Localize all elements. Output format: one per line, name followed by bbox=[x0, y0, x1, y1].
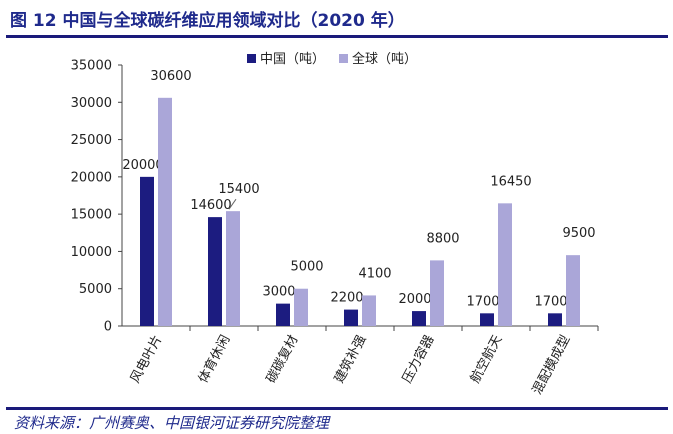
bar-global bbox=[226, 211, 240, 326]
data-label: 1700 bbox=[466, 294, 499, 309]
data-label: 2200 bbox=[330, 291, 363, 306]
y-tick-label: 10000 bbox=[71, 245, 112, 260]
category-label: 航空航天 bbox=[467, 332, 506, 385]
source-note: 资料来源：广州赛奥、中国银河证券研究院整理 bbox=[14, 414, 330, 432]
label-leader-line bbox=[228, 198, 237, 210]
y-tick-label: 35000 bbox=[71, 59, 112, 74]
bar-china bbox=[140, 176, 154, 326]
bar-chart: 0 5000 10000 15000 20000 25000 30000 35000 20000… bbox=[71, 51, 599, 397]
data-label: 5000 bbox=[290, 260, 323, 275]
legend-label: 全球（吨） bbox=[352, 51, 417, 67]
bar-global bbox=[158, 97, 172, 326]
y-tick-label: 0 bbox=[104, 320, 112, 335]
category-label: 压力容器 bbox=[399, 332, 438, 385]
y-tick-label: 30000 bbox=[71, 96, 112, 111]
bar-global bbox=[566, 255, 580, 326]
bar-global bbox=[430, 260, 444, 326]
category-label: 碳碳复材 bbox=[264, 333, 302, 386]
y-tick-label: 20000 bbox=[71, 170, 112, 185]
y-tick-label: 5000 bbox=[79, 282, 112, 297]
data-label: 20000 bbox=[122, 158, 163, 173]
bar-china bbox=[344, 309, 358, 326]
data-label: 16450 bbox=[490, 174, 531, 189]
bar-global bbox=[362, 295, 376, 326]
data-label: 14600 bbox=[190, 198, 231, 213]
figure-title: 图 12 中国与全球碳纤维应用领域对比（2020 年） bbox=[10, 11, 405, 31]
bar-china bbox=[480, 313, 494, 326]
bar-china bbox=[548, 313, 562, 326]
category-label: 建筑补强 bbox=[331, 332, 370, 385]
data-label: 4100 bbox=[358, 266, 391, 281]
data-label: 15400 bbox=[218, 182, 259, 197]
bar-global bbox=[498, 203, 512, 326]
category-label: 风电叶片 bbox=[128, 333, 166, 386]
y-tick-label: 15000 bbox=[71, 208, 112, 223]
legend-label: 中国（吨） bbox=[260, 52, 325, 67]
title-rule bbox=[6, 35, 668, 38]
data-label: 9500 bbox=[562, 226, 595, 241]
y-tick-label: 25000 bbox=[71, 133, 112, 148]
data-label: 8800 bbox=[426, 231, 459, 246]
data-label: 1700 bbox=[534, 294, 567, 309]
data-label: 3000 bbox=[262, 285, 295, 300]
category-label: 混配模成型 bbox=[530, 333, 574, 397]
source-rule bbox=[6, 407, 668, 410]
data-label: 2000 bbox=[398, 292, 431, 307]
legend-swatch bbox=[339, 54, 348, 63]
bar-china bbox=[208, 217, 222, 326]
data-label: 30600 bbox=[150, 69, 191, 84]
legend-swatch bbox=[247, 54, 256, 63]
category-label: 体育休闲 bbox=[195, 332, 234, 385]
bar-china bbox=[412, 311, 426, 326]
bar-china bbox=[276, 303, 290, 326]
bar-global bbox=[294, 288, 308, 326]
